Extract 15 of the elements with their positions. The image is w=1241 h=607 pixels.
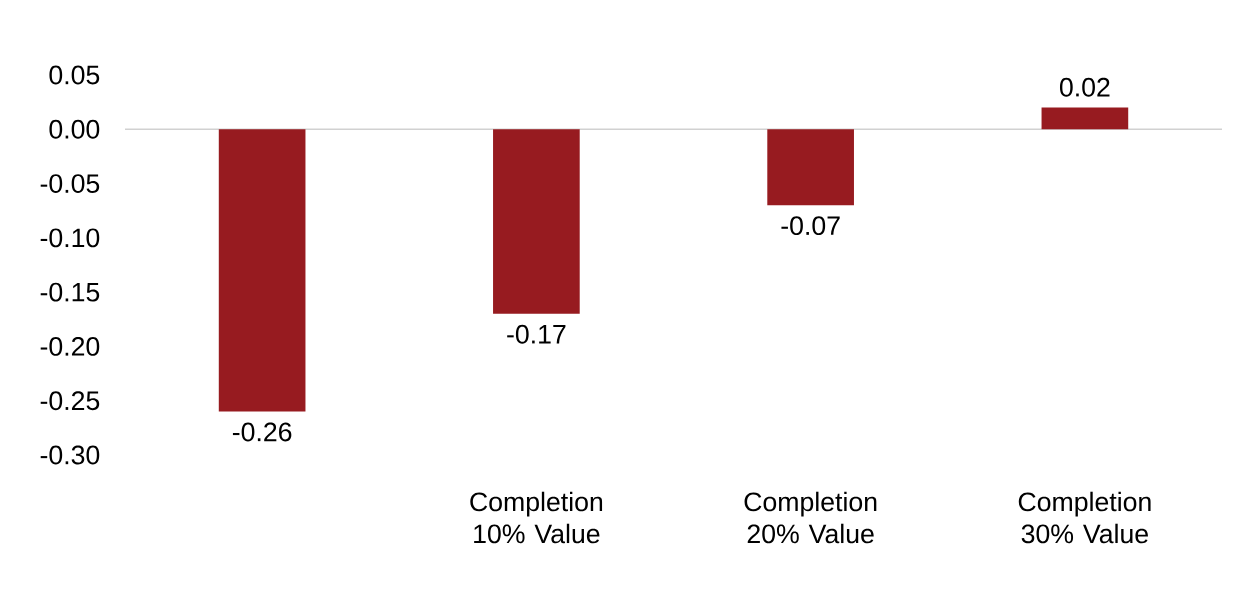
y-tick-label: -0.25 [40,391,100,411]
y-tick-label: 0.00 [49,119,100,139]
y-tick-label: 0.05 [49,65,100,85]
x-tick-label: Completion 10% Value [470,491,603,544]
data-label: -0.07 [781,216,840,236]
y-tick-label: -0.05 [40,174,100,193]
y-tick-label: -0.15 [40,282,100,302]
y-tick-label: -0.30 [40,445,100,465]
x-tick-label: Completion 20% Value [744,491,877,544]
x-tick-label: Completion 30% Value [1018,491,1151,544]
y-tick-label: -0.10 [40,228,100,248]
data-label: 0.02 [1059,77,1110,97]
y-tick-label: -0.20 [40,337,100,356]
data-label: -0.17 [507,324,566,344]
data-label: -0.26 [232,422,292,442]
